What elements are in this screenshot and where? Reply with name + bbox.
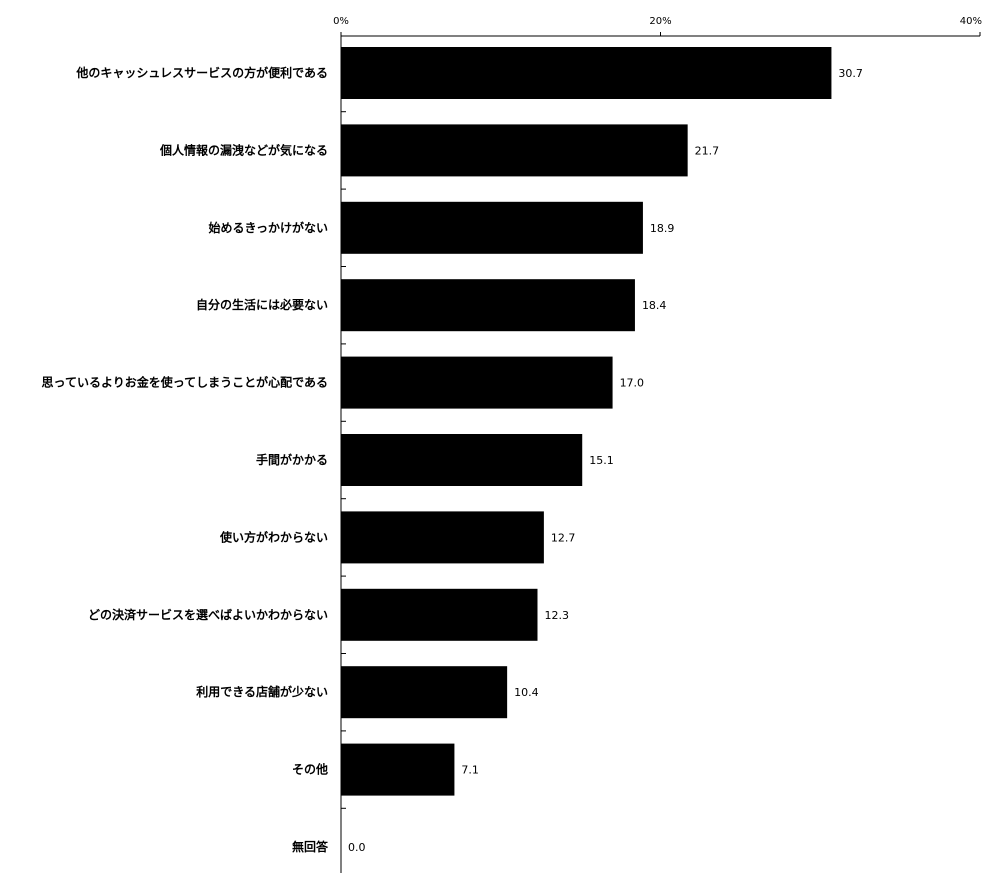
- category-label: 他のキャッシュレスサービスの方が便利である: [75, 65, 328, 80]
- bar: [341, 743, 455, 796]
- bar: [341, 201, 643, 254]
- value-label: 15.1: [589, 454, 614, 467]
- value-label: 10.4: [514, 686, 539, 699]
- bar-layer: [341, 47, 832, 796]
- category-label: 使い方がわからない: [219, 529, 328, 544]
- value-label: 21.7: [695, 144, 720, 157]
- bar: [341, 666, 508, 719]
- value-label: 7.1: [461, 764, 479, 777]
- value-label: 12.7: [551, 531, 576, 544]
- bar: [341, 511, 544, 564]
- category-label: その他: [292, 762, 328, 777]
- value-label: 30.7: [838, 67, 863, 80]
- category-label: 始めるきっかけがない: [208, 220, 328, 235]
- bar: [341, 588, 538, 641]
- value-label: 0.0: [348, 841, 366, 854]
- value-label: 18.9: [650, 222, 675, 235]
- category-label: 利用できる店舗が少ない: [196, 684, 328, 699]
- x-tick-label: 20%: [649, 16, 671, 27]
- bar: [341, 434, 583, 486]
- category-label: どの決済サービスを選べばよいかわからない: [88, 607, 328, 622]
- value-label: 12.3: [544, 609, 569, 622]
- value-label: 18.4: [642, 299, 667, 312]
- x-tick-label: 40%: [960, 16, 982, 27]
- label-layer: 他のキャッシュレスサービスの方が便利である 30.7 個人情報の漏洩などが気になる 2…: [42, 65, 863, 854]
- category-label: 無回答: [292, 839, 329, 854]
- category-label: 思っているよりお金を使ってしまうことが心配である: [42, 375, 328, 390]
- category-label: 手間がかかる: [256, 452, 328, 467]
- bar: [341, 47, 832, 99]
- category-label: 自分の生活には必要ない: [196, 297, 328, 312]
- bar: [341, 124, 688, 177]
- bar: [341, 356, 613, 409]
- category-label: 個人情報の漏洩などが気になる: [159, 142, 328, 157]
- value-label: 17.0: [620, 377, 645, 390]
- x-tick-label: 0%: [333, 16, 349, 27]
- bar: [341, 279, 635, 332]
